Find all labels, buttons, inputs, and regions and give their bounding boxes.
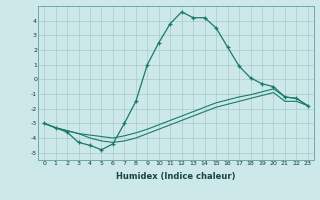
- X-axis label: Humidex (Indice chaleur): Humidex (Indice chaleur): [116, 172, 236, 181]
